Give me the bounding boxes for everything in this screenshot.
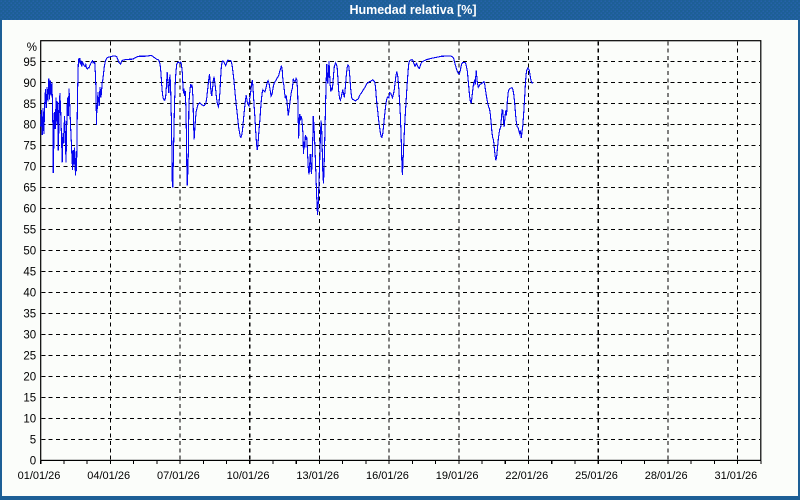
- svg-text:0: 0: [30, 456, 36, 468]
- svg-text:90: 90: [23, 78, 36, 90]
- svg-text:65: 65: [23, 183, 36, 195]
- svg-text:04/01/26: 04/01/26: [87, 470, 130, 482]
- svg-text:22/01/26: 22/01/26: [505, 470, 548, 482]
- svg-text:80: 80: [23, 120, 36, 132]
- svg-text:%: %: [27, 42, 37, 54]
- svg-text:10/01/26: 10/01/26: [227, 470, 270, 482]
- svg-text:25/01/26: 25/01/26: [575, 470, 618, 482]
- svg-text:95: 95: [23, 57, 36, 69]
- svg-text:30: 30: [23, 330, 36, 342]
- svg-text:70: 70: [23, 162, 36, 174]
- svg-text:45: 45: [23, 267, 36, 279]
- svg-text:13/01/26: 13/01/26: [296, 470, 339, 482]
- svg-text:07/01/26: 07/01/26: [157, 470, 200, 482]
- svg-text:19/01/26: 19/01/26: [436, 470, 479, 482]
- svg-text:75: 75: [23, 141, 36, 153]
- svg-text:01/01/26: 01/01/26: [18, 470, 61, 482]
- svg-text:55: 55: [23, 225, 36, 237]
- svg-text:20: 20: [23, 372, 36, 384]
- svg-text:60: 60: [23, 204, 36, 216]
- svg-text:50: 50: [23, 246, 36, 258]
- svg-text:35: 35: [23, 309, 36, 321]
- svg-text:31/01/26: 31/01/26: [714, 470, 757, 482]
- svg-text:5: 5: [30, 435, 36, 447]
- svg-text:28/01/26: 28/01/26: [645, 470, 688, 482]
- svg-text:25: 25: [23, 351, 36, 363]
- svg-text:10: 10: [23, 414, 36, 426]
- svg-text:15: 15: [23, 393, 36, 405]
- svg-text:16/01/26: 16/01/26: [366, 470, 409, 482]
- svg-text:85: 85: [23, 99, 36, 111]
- svg-text:40: 40: [23, 288, 36, 300]
